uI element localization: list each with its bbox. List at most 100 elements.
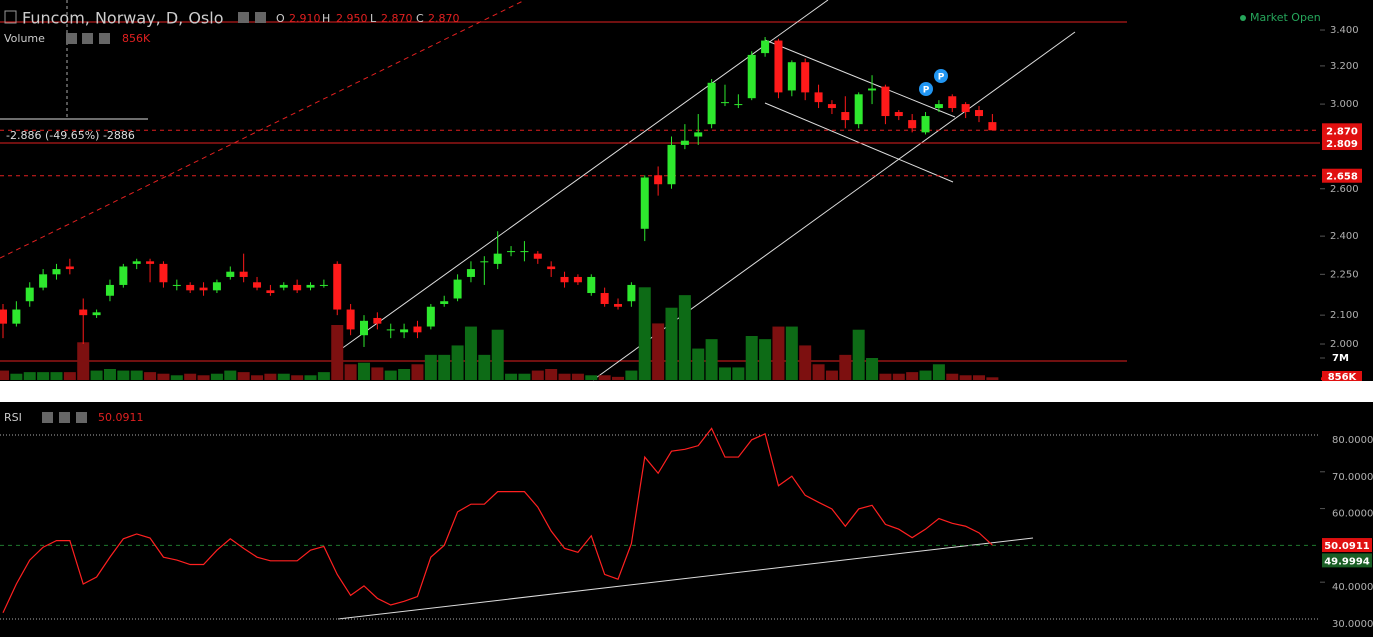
candle-body: [293, 284, 302, 291]
volume-bar: [10, 373, 23, 380]
marks: 2.870 2.809 2.658 2.000 2.100 2.250 2.400 2.600…: [0, 25, 1373, 630]
trendline: [592, 31, 1076, 381]
volume-bar: [77, 342, 90, 380]
volume-value: 856K: [122, 32, 151, 45]
volume-bar: [251, 375, 264, 380]
volume-bar: [451, 345, 464, 380]
candle-body: [39, 274, 48, 288]
candle-body: [186, 284, 195, 291]
candle-body: [680, 140, 689, 145]
volume-bar: [371, 367, 384, 380]
candle-body: [132, 261, 141, 264]
volume-value-mark: [1321, 377, 1322, 380]
icon[interactable]: [255, 12, 266, 23]
annotation-text: P: [938, 73, 945, 83]
drawings: [0, 0, 1127, 620]
ohlc-label: O: [276, 12, 285, 25]
trendline: [336, 0, 829, 353]
volume-bar: [799, 345, 812, 380]
volume-bar: [331, 325, 344, 380]
pane-separator: [0, 381, 1373, 402]
y-tick-label: 2.250: [1330, 269, 1359, 280]
icon[interactable]: [42, 412, 53, 423]
volume-bar: [384, 370, 397, 380]
volume-bar: [678, 295, 691, 380]
candle-body: [172, 284, 181, 286]
icon[interactable]: [99, 33, 110, 44]
candle-body: [533, 253, 542, 259]
volume-bar: [759, 339, 772, 380]
candle-body: [333, 263, 342, 310]
volume-bar: [237, 372, 250, 380]
volume-bar: [638, 287, 651, 380]
trendline: [764, 39, 956, 118]
candle-body: [65, 266, 74, 270]
volume-bar: [224, 370, 237, 380]
candle-body: [0, 309, 7, 324]
candle-body: [921, 116, 930, 133]
volume-bar: [277, 373, 290, 380]
volume-bar: [946, 373, 959, 380]
candle-body: [573, 276, 582, 283]
icon[interactable]: [238, 12, 249, 23]
candle-body: [640, 177, 649, 229]
volume-bar: [839, 354, 852, 380]
volume-bar: [692, 348, 705, 380]
candle-body: [386, 329, 395, 331]
candle-body: [614, 303, 623, 307]
volume-label-box: [1322, 371, 1362, 381]
y-tick-label: 60.0000: [1332, 509, 1373, 520]
candle-body: [961, 104, 970, 113]
candle-body: [306, 284, 315, 288]
candle-body: [92, 312, 101, 316]
candle-body: [359, 320, 368, 336]
candle-body: [827, 104, 836, 109]
candle-body: [975, 110, 984, 117]
volume-bar: [919, 370, 932, 380]
volume-bar: [785, 326, 798, 380]
volume-bar: [291, 375, 304, 380]
candle-body: [934, 104, 943, 109]
symbol-title: Funcom, Norway, D, Oslo: [22, 9, 223, 28]
volume-bar: [545, 369, 558, 380]
candle-body: [253, 282, 262, 288]
ohlc-value: 2.870: [381, 12, 413, 25]
candle-body: [841, 112, 850, 121]
icon[interactable]: [59, 412, 70, 423]
signal-label: 49.9994: [1324, 556, 1370, 567]
annotation-marker[interactable]: [934, 69, 948, 83]
status-dot: [1240, 15, 1246, 21]
volume-bar: [812, 364, 825, 380]
candle-body: [52, 269, 61, 275]
price-label-box: [1322, 136, 1362, 151]
icon[interactable]: [66, 33, 77, 44]
candle-body: [146, 261, 155, 264]
volume-bar: [157, 373, 170, 380]
candle-body: [507, 251, 516, 253]
icon[interactable]: [76, 412, 87, 423]
y2-tick-label: 7M: [1332, 353, 1349, 364]
volume-bar: [37, 372, 50, 380]
candle-body: [373, 317, 382, 324]
candle-body: [908, 120, 917, 129]
candle-body: [948, 96, 957, 109]
price-label: 2.658: [1326, 172, 1358, 183]
menu-icon[interactable]: [4, 10, 17, 24]
volume-bar: [665, 307, 678, 380]
volume-title: Volume: [4, 32, 45, 45]
annotation-marker[interactable]: [919, 82, 933, 96]
candle-body: [868, 88, 877, 91]
candle-body: [560, 276, 569, 283]
volume-bar: [825, 370, 838, 380]
candle-body: [734, 104, 743, 106]
price-label: 2.870: [1326, 126, 1358, 137]
volume-bar: [652, 323, 665, 380]
candle-body: [801, 62, 810, 93]
candle-body: [600, 293, 609, 304]
volume-bar: [491, 329, 504, 380]
candle-body: [707, 82, 716, 125]
trendline: [764, 102, 954, 183]
icon[interactable]: [82, 33, 93, 44]
ohlc-label: H: [322, 12, 330, 25]
